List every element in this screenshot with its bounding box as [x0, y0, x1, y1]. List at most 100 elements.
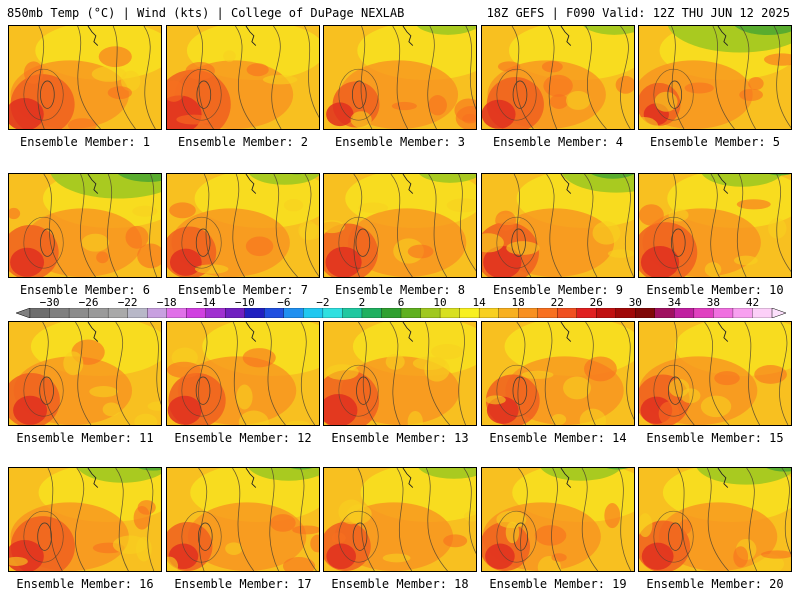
closed-contour — [653, 216, 694, 269]
coastline — [245, 26, 257, 46]
field-blob — [350, 111, 372, 128]
height-contour — [235, 26, 256, 129]
colorbar-swatch — [264, 308, 285, 318]
green-region — [562, 174, 634, 193]
height-contour — [618, 468, 632, 571]
ensemble-member-map — [8, 173, 162, 278]
field-blob — [96, 251, 109, 264]
colorbar-tick-label: 2 — [358, 296, 366, 309]
height-contour — [80, 174, 96, 277]
coastline — [87, 26, 99, 46]
field-blob — [324, 220, 345, 234]
field-blob — [125, 225, 149, 249]
colorbar-tick-label: 6 — [397, 296, 405, 309]
colorbar-swatch — [186, 308, 207, 318]
field-blob — [579, 408, 607, 425]
field-blob — [407, 244, 434, 259]
green-region — [249, 174, 319, 185]
ensemble-member-map — [166, 25, 320, 130]
closed-contour — [670, 228, 686, 257]
height-contour — [269, 468, 279, 571]
coastline — [402, 26, 414, 46]
closed-contour — [512, 376, 528, 405]
temperature-field — [482, 322, 634, 425]
field-blob — [283, 199, 304, 212]
temperature-field — [324, 174, 476, 277]
colorbar-swatch — [303, 308, 324, 318]
temperature-field — [9, 322, 161, 425]
field-blob — [9, 556, 28, 566]
temperature-field — [324, 468, 476, 571]
field-blob — [194, 264, 229, 274]
colorbar-swatch — [127, 308, 148, 318]
coastline — [717, 174, 729, 194]
height-contour — [673, 322, 695, 425]
field-blob — [482, 233, 504, 253]
colorbar-tick-label: −18 — [156, 296, 177, 309]
closed-contour — [355, 228, 371, 257]
field-blob — [282, 557, 316, 571]
field-blob — [238, 410, 269, 425]
closed-contour — [196, 80, 212, 109]
run-valid-info: 18Z GEFS | F090 Valid: 12Z THU JUN 12 20… — [486, 6, 790, 20]
colorbar-swatch — [654, 308, 675, 318]
colorbar-swatch — [478, 308, 500, 318]
height-contour — [511, 26, 534, 129]
ensemble-member-map — [481, 25, 635, 130]
height-contour — [544, 322, 556, 425]
field-blob — [551, 413, 567, 425]
colorbar-tick-label: −30 — [39, 296, 60, 309]
field-blob — [763, 53, 791, 66]
height-contour — [198, 322, 209, 425]
height-contour — [465, 26, 476, 110]
dark-green-region — [117, 174, 161, 182]
field-blob — [604, 503, 621, 529]
dark-green-region — [606, 468, 629, 470]
hottest-area — [9, 98, 44, 129]
hottest-area — [482, 99, 516, 129]
coastline — [560, 468, 572, 488]
hottest-area — [13, 395, 48, 425]
height-contour — [115, 322, 131, 425]
closed-contour — [40, 80, 55, 109]
colorbar-swatch — [635, 308, 656, 318]
field-blob — [543, 74, 573, 97]
height-contour — [358, 322, 377, 425]
temperature-field — [9, 174, 161, 277]
field-blob — [67, 118, 97, 129]
colorbar-swatch — [361, 308, 382, 318]
height-contour — [304, 26, 319, 118]
ensemble-member-map — [166, 173, 320, 278]
closed-contour — [195, 376, 211, 405]
field-blob — [639, 513, 653, 538]
colorbar-swatch — [381, 308, 402, 318]
ensemble-member-label: Ensemble Member: 7 — [177, 283, 309, 297]
field-blob — [102, 402, 121, 417]
hottest-area — [326, 102, 354, 127]
colorbar-tick-label: 34 — [667, 296, 681, 309]
temperature-field — [482, 468, 634, 571]
height-contour — [396, 468, 413, 571]
closed-contour — [668, 376, 683, 405]
closed-contour — [351, 80, 367, 109]
colorbar-swatch — [166, 308, 187, 318]
field-blob — [739, 88, 763, 101]
ensemble-member-label: Ensemble Member: 8 — [334, 283, 466, 297]
field-blob — [733, 255, 758, 266]
ensemble-member-label: Ensemble Member: 20 — [646, 577, 784, 591]
temperature-field — [482, 26, 634, 129]
closed-contour — [181, 216, 222, 269]
field-blob — [584, 356, 617, 382]
field-blob — [563, 376, 591, 400]
field-blob — [91, 66, 127, 82]
height-contour — [620, 322, 634, 420]
coastline — [717, 26, 729, 46]
closed-contour — [338, 68, 379, 121]
header: 850mb Temp (°C) | Wind (kts) | College o… — [0, 0, 800, 22]
temperature-field — [324, 322, 476, 425]
hottest-area — [324, 394, 358, 425]
field-blob — [98, 46, 132, 68]
ensemble-member-label: Ensemble Member: 10 — [646, 283, 784, 297]
colorbar-tick-label: −6 — [277, 296, 291, 309]
ensemble-member-map — [323, 173, 477, 278]
